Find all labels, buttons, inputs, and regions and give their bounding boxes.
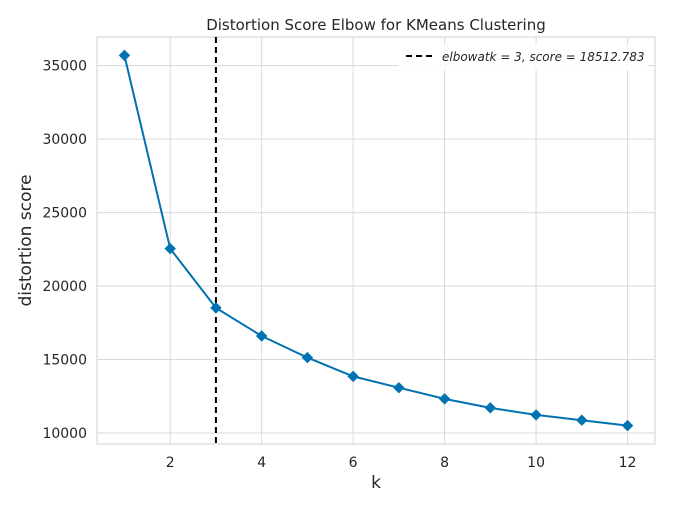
data-point (210, 302, 222, 314)
data-point (301, 351, 314, 364)
y-tick-labels: 10000 15000 20000 25000 30000 35000 (42, 59, 87, 442)
data-point (164, 242, 176, 255)
x-tick-label: 8 (440, 455, 449, 471)
data-point (393, 382, 405, 394)
data-point (118, 49, 131, 62)
x-tick-label: 10 (527, 455, 545, 471)
series-line (123, 55, 628, 427)
y-tick-label: 20000 (42, 279, 87, 295)
data-point (484, 402, 497, 414)
x-tick-label: 12 (619, 455, 637, 471)
legend-box (398, 44, 648, 70)
plot-area (96, 36, 656, 445)
legend: elbowatk = 3, score = 18512.783 (398, 44, 648, 70)
data-point (438, 393, 451, 405)
data-point (621, 419, 634, 432)
y-tick-label: 10000 (42, 426, 87, 442)
y-axis-label: distortion score (16, 174, 36, 306)
y-tick-label: 15000 (42, 353, 87, 369)
x-tick-label: 4 (257, 455, 266, 471)
x-tick-labels: 2 4 6 8 10 12 (166, 455, 637, 471)
y-tick-label: 35000 (42, 59, 87, 75)
y-tick-label: 25000 (42, 206, 87, 222)
data-point (530, 409, 542, 421)
x-axis-label: k (371, 473, 381, 493)
data-point (576, 414, 588, 426)
x-tick-label: 2 (166, 455, 175, 471)
data-point (347, 370, 359, 383)
series-group (118, 49, 634, 432)
legend-entry-elbow: elbowatk = 3, score = 18512.783 (442, 50, 645, 64)
chart-title: Distortion Score Elbow for KMeans Cluste… (206, 16, 546, 34)
y-tick-label: 30000 (42, 132, 87, 148)
x-tick-label: 6 (349, 455, 358, 471)
data-point (255, 330, 268, 342)
